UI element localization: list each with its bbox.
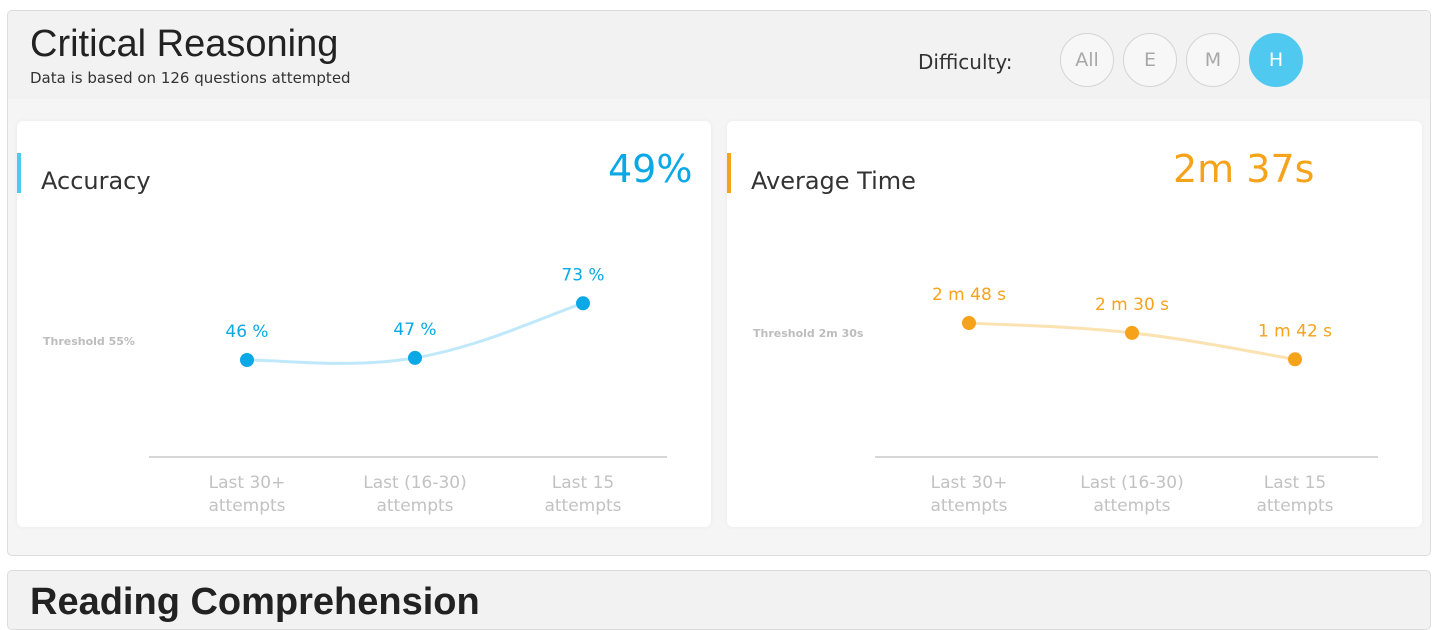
- accuracy-title: Accuracy: [41, 167, 151, 195]
- section-title: Critical Reasoning: [30, 23, 339, 65]
- x-tick-label: attempts: [376, 496, 453, 516]
- data-label: 2 m 48 s: [932, 285, 1006, 305]
- average-time-chart: Threshold 2m 30s 2 m 48 s Last 30+ attempt…: [753, 285, 1378, 516]
- next-section-title: Reading Comprehension: [30, 581, 480, 623]
- accuracy-value: 49%: [608, 147, 693, 191]
- difficulty-hard-button[interactable]: H: [1249, 33, 1303, 87]
- x-tick-label: Last 15: [1264, 473, 1326, 493]
- x-tick-label: attempts: [930, 496, 1007, 516]
- data-point: [1125, 325, 1139, 340]
- x-tick-label: attempts: [208, 496, 285, 516]
- accuracy-accent-bar: [17, 153, 21, 193]
- accuracy-card: Accuracy 49% Threshold 55% 46 % Last 30+ a…: [17, 121, 711, 527]
- x-tick-label: Last 30+: [209, 473, 286, 493]
- average-time-value: 2m 37s: [1173, 147, 1315, 191]
- data-point: [962, 316, 976, 330]
- data-point: [576, 296, 590, 311]
- data-point: [240, 353, 254, 367]
- difficulty-label: Difficulty:: [918, 50, 1013, 74]
- difficulty-easy-button[interactable]: E: [1123, 33, 1177, 87]
- data-point: [1288, 352, 1302, 367]
- x-tick-label: Last 15: [552, 473, 614, 493]
- accuracy-threshold-label: Threshold 55%: [43, 335, 135, 348]
- difficulty-all-button[interactable]: All: [1060, 33, 1114, 87]
- critical-reasoning-section: Critical Reasoning Data is based on 126 …: [7, 10, 1431, 556]
- data-label: 73 %: [561, 265, 604, 285]
- accuracy-chart: Threshold 55% 46 % Last 30+ attempts 47 % La…: [43, 265, 667, 516]
- average-time-title: Average Time: [751, 167, 916, 195]
- x-tick-label: attempts: [544, 496, 621, 516]
- average-time-card: Average Time 2m 37s Threshold 2m 30s 2 m…: [727, 121, 1422, 527]
- average-time-accent-bar: [727, 153, 731, 193]
- average-time-threshold-label: Threshold 2m 30s: [753, 327, 864, 340]
- data-label: 46 %: [225, 322, 268, 342]
- data-label: 1 m 42 s: [1258, 321, 1332, 341]
- data-point: [408, 350, 422, 365]
- difficulty-medium-button[interactable]: M: [1186, 33, 1240, 87]
- x-tick-label: attempts: [1256, 496, 1333, 516]
- section-subtitle: Data is based on 126 questions attempted: [30, 69, 351, 87]
- section-header: Critical Reasoning Data is based on 126 …: [8, 11, 1430, 99]
- x-tick-label: Last (16-30): [363, 473, 466, 493]
- reading-comprehension-section: Reading Comprehension: [7, 570, 1431, 630]
- x-tick-label: Last (16-30): [1080, 473, 1183, 493]
- x-tick-label: Last 30+: [931, 473, 1008, 493]
- data-label: 47 %: [393, 320, 436, 340]
- x-tick-label: attempts: [1093, 496, 1170, 516]
- data-label: 2 m 30 s: [1095, 295, 1169, 315]
